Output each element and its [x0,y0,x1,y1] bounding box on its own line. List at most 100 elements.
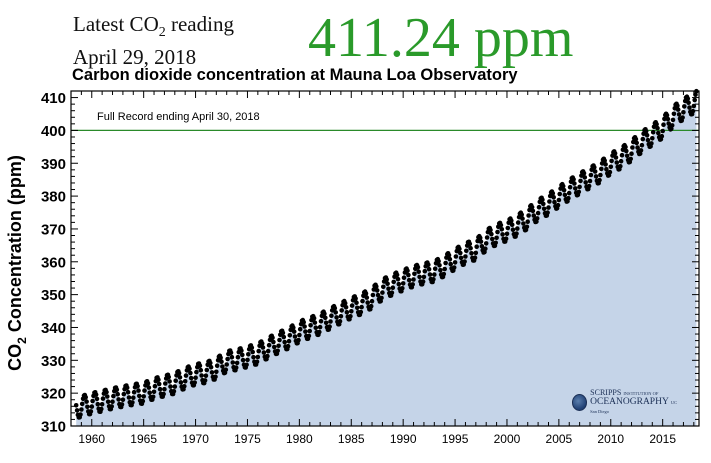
data-point [417,274,422,280]
data-point [556,197,562,203]
data-point [560,183,566,189]
data-point [630,145,635,150]
data-point [202,378,208,383]
y-tick-label: 380 [41,189,66,206]
data-point [655,125,660,131]
x-tick-label: 1970 [182,432,209,446]
plot-frame [70,90,700,427]
data-point [214,363,220,369]
data-point [276,343,281,349]
data-point [475,238,480,244]
data-point [188,375,194,381]
data-point [114,387,120,393]
data-point [328,319,333,324]
data-point [168,384,173,389]
data-point [380,290,385,295]
data-point [338,314,344,319]
data-point [604,166,609,172]
data-point [74,408,80,413]
data-point [368,303,374,309]
data-point [265,353,270,359]
data-point [660,128,665,134]
data-point [272,344,277,350]
data-point [484,235,490,240]
data-point [125,389,131,395]
data-point [150,394,156,400]
logo-line1: SCRIPPS INSTITUTION OF [590,388,684,398]
data-point [104,389,109,395]
data-point [654,121,659,127]
data-point [494,235,499,241]
data-point [240,357,246,363]
data-point [432,266,438,272]
data-point [557,191,562,197]
data-point [95,401,101,407]
data-point [598,172,603,178]
data-point [317,324,323,330]
data-point [618,164,623,169]
data-point [421,274,427,280]
data-point [285,343,291,349]
data-point [151,389,157,395]
data-point [199,373,204,378]
data-point [547,199,552,204]
data-point [317,329,322,335]
x-tick-label: 1965 [130,432,157,446]
data-point [79,401,85,407]
data-point [400,286,405,291]
data-point [370,292,376,298]
data-point [645,137,651,143]
data-point [686,100,691,105]
data-point [680,115,685,120]
data-point [358,309,364,315]
data-point [178,380,184,385]
data-point [249,345,255,351]
data-point [342,300,348,306]
data-point [379,295,384,301]
data-point [576,189,582,195]
data-point [119,402,125,407]
data-point [634,140,639,146]
y-tick-label: 320 [41,386,66,403]
data-point [208,364,214,370]
data-point [483,241,489,246]
data-point [623,144,628,150]
data-point [592,169,598,174]
data-point [275,348,281,354]
data-point [386,286,391,292]
data-point [182,379,188,384]
data-point [93,392,99,397]
data-point [412,271,417,277]
data-point [586,183,592,189]
data-point [643,128,649,134]
data-point [204,367,210,373]
data-point [375,292,381,298]
data-point [156,381,162,387]
scripps-logo-text: SCRIPPS INSTITUTION OF OCEANOGRAPHY UC S… [590,388,684,416]
data-point [638,148,644,153]
data-point [394,272,400,278]
data-point [612,151,618,156]
data-point [437,263,442,268]
y-tick-label: 350 [41,287,66,304]
logo-institution: INSTITUTION OF [623,391,659,396]
data-point [525,219,530,224]
data-point [260,345,266,350]
data-point [472,255,478,260]
data-point [374,284,379,289]
data-point [644,132,650,138]
logo-line2: OCEANOGRAPHY UC San Diego [590,397,684,416]
data-point [500,232,505,237]
data-point [666,121,671,126]
data-point [137,393,142,399]
data-point [271,339,276,345]
data-point [312,320,318,325]
latest-subscript: 2 [158,25,166,40]
x-tick-label: 1985 [338,432,365,446]
data-point [163,381,168,386]
logo-oceanography: OCEANOGRAPHY [590,397,669,407]
latest-prefix: Latest CO [73,12,159,36]
data-point [281,334,287,340]
data-point [661,122,666,127]
data-point [613,155,619,160]
